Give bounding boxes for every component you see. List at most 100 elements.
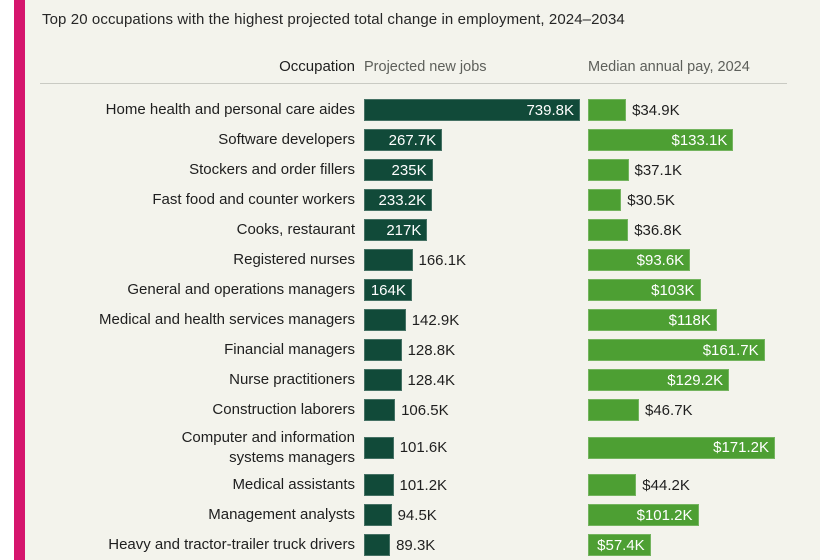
projected-new-jobs-cell: 166.1K [364,249,588,271]
projected-new-jobs-cell: 101.6K [364,436,588,459]
projected-new-jobs-cell: 128.4K [364,369,588,391]
projected-new-jobs-bar [364,369,402,391]
median-annual-pay-cell: $34.9K [588,99,820,121]
median-annual-pay-value: $44.2K [642,476,690,494]
median-annual-pay-value: $133.1K [671,131,728,149]
median-annual-pay-value: $30.5K [627,191,675,209]
median-annual-pay-value: $34.9K [632,101,680,119]
median-annual-pay-cell: $57.4K [588,534,820,556]
median-annual-pay-value: $93.6K [636,251,685,269]
median-annual-pay-cell: $37.1K [588,159,820,181]
median-annual-pay-cell: $30.5K [588,189,820,211]
projected-new-jobs-bar [364,399,396,421]
median-annual-pay-cell: $44.2K [588,474,820,496]
projected-new-jobs-cell: 101.2K [364,474,588,496]
projected-new-jobs-value: 106.5K [401,401,449,419]
median-annual-pay-value: $37.1K [634,161,683,179]
projected-new-jobs-value: 101.2K [399,476,448,494]
occupation-label: Cooks, restaurant [236,221,355,238]
median-annual-pay-cell: $118K [588,309,820,331]
projected-new-jobs-value: 101.6K [399,439,448,456]
projected-new-jobs-value: 89.3K [396,536,436,554]
table-row: Computer and information systems manager… [25,425,820,470]
projected-new-jobs-cell: 217K [364,219,588,241]
median-annual-pay-bar: $101.2K [588,504,699,526]
projected-new-jobs-bar: 164K [364,279,412,301]
median-annual-pay-bar: $129.2K [588,369,730,391]
projected-new-jobs-cell: 142.9K [364,309,588,331]
projected-new-jobs-cell: 739.8K [364,99,588,121]
table-row: Medical assistants 101.2K $44.2K [25,470,820,500]
median-annual-pay-value: $161.7K [702,341,759,359]
median-annual-pay-cell: $46.7K [588,399,820,421]
projected-new-jobs-value: 166.1K [418,251,467,269]
occupation-label: Computer and information systems manager… [181,428,355,466]
median-annual-pay-cell: $133.1K [588,129,820,151]
projected-new-jobs-value: 217K [386,221,422,239]
projected-new-jobs-cell: 233.2K [364,189,588,211]
projected-new-jobs-cell: 235K [364,159,588,181]
table-row: Software developers 267.7K $133.1K [25,125,820,155]
projected-new-jobs-bar [364,309,406,331]
median-annual-pay-bar: $93.6K [588,249,691,271]
projected-new-jobs-value: 164K [370,281,406,299]
occupation-label: Financial managers [224,341,355,358]
occupation-label: Home health and personal care aides [105,101,355,118]
median-annual-pay-value: $57.4K [597,536,645,554]
median-annual-pay-value: $36.8K [634,221,682,239]
column-header-occupation: Occupation [279,58,355,75]
median-annual-pay-bar: $57.4K [588,534,651,556]
median-annual-pay-cell: $171.2K [588,436,820,459]
projected-new-jobs-cell: 128.8K [364,339,588,361]
table-row: Construction laborers 106.5K $46.7K [25,395,820,425]
projected-new-jobs-value: 267.7K [388,131,437,149]
table-row: Stockers and order fillers 235K $37.1K [25,155,820,185]
median-annual-pay-value: $118K [668,311,711,329]
projected-new-jobs-cell: 89.3K [364,534,588,556]
median-annual-pay-bar [588,159,629,181]
median-annual-pay-bar: $133.1K [588,129,734,151]
median-annual-pay-bar [588,99,627,121]
occupation-label: General and operations managers [127,281,355,298]
table-row: Home health and personal care aides 739.8… [25,95,820,125]
table-row: Registered nurses 166.1K $93.6K [25,245,820,275]
table-row: Cooks, restaurant 217K $36.8K [25,215,820,245]
header-divider [40,83,787,84]
median-annual-pay-cell: $101.2K [588,504,820,526]
projected-new-jobs-value: 739.8K [526,101,574,119]
table-row: Nurse practitioners 128.4K $129.2K [25,365,820,395]
table-row: Heavy and tractor-trailer truck drivers 8… [25,530,820,560]
occupation-label: Software developers [218,131,355,148]
projected-new-jobs-bar [364,249,413,271]
median-annual-pay-cell: $36.8K [588,219,820,241]
chart-rows: Home health and personal care aides 739.8… [25,95,820,560]
projected-new-jobs-bar [364,339,402,361]
projected-new-jobs-value: 142.9K [411,311,460,329]
occupation-label: Medical assistants [232,476,355,493]
projected-new-jobs-value: 94.5K [397,506,437,524]
projected-new-jobs-bar: 267.7K [364,129,443,151]
median-annual-pay-cell: $129.2K [588,369,820,391]
projected-new-jobs-bar: 235K [364,159,433,181]
projected-new-jobs-cell: 106.5K [364,399,588,421]
median-annual-pay-bar: $161.7K [588,339,765,361]
projected-new-jobs-cell: 164K [364,279,588,301]
median-annual-pay-bar [588,399,639,421]
occupation-label: Heavy and tractor-trailer truck drivers [108,536,355,553]
projected-new-jobs-value: 128.4K [407,371,456,389]
projected-new-jobs-value: 128.8K [407,341,456,359]
table-row: Fast food and counter workers 233.2K $30.5… [25,185,820,215]
occupation-label: Construction laborers [212,401,355,418]
chart-title: Top 20 occupations with the highest proj… [42,11,625,28]
projected-new-jobs-cell: 267.7K [364,129,588,151]
median-annual-pay-bar [588,189,622,211]
median-annual-pay-cell: $103K [588,279,820,301]
column-header-median-annual-pay: Median annual pay, 2024 [588,59,750,75]
projected-new-jobs-bar: 739.8K [364,99,580,121]
median-annual-pay-bar [588,219,629,241]
column-header-row: Occupation Projected new jobs Median ann… [25,56,820,78]
chart-panel: Top 20 occupations with the highest proj… [25,0,820,560]
projected-new-jobs-bar: 233.2K [364,189,433,211]
projected-new-jobs-bar [364,436,394,459]
median-annual-pay-value: $103K [651,281,695,299]
